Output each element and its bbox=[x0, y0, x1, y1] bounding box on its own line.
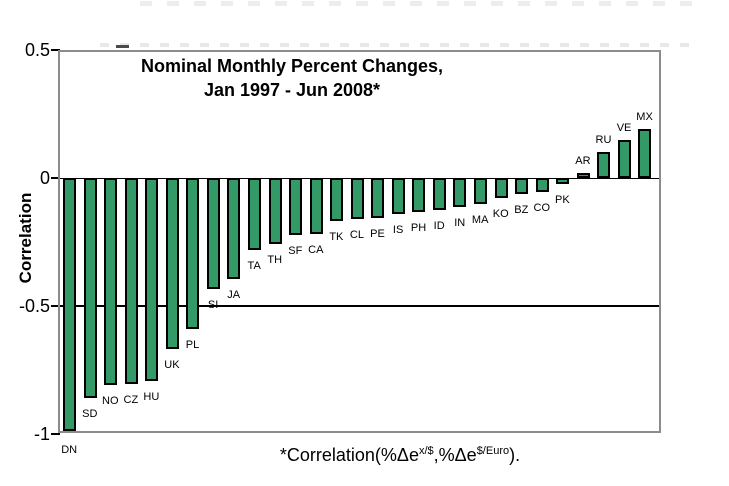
bar-label-PL: PL bbox=[185, 338, 200, 351]
footnote-superscript-1: x/$ bbox=[418, 445, 434, 457]
bar-SF bbox=[289, 178, 303, 236]
bar-label-DN: DN bbox=[61, 443, 78, 456]
cropped-text-artifact-band bbox=[100, 43, 700, 47]
bar-label-PK: PK bbox=[555, 194, 570, 207]
bar-CA bbox=[309, 178, 323, 235]
footnote-prefix: *Correlation(%Δe bbox=[279, 445, 419, 465]
bar-label-MA: MA bbox=[471, 213, 489, 226]
bar-TH bbox=[268, 178, 282, 245]
y-axis-title: Correlation bbox=[16, 192, 35, 284]
bar-RU bbox=[597, 152, 611, 178]
bar-HU bbox=[145, 178, 159, 382]
footnote-mid: ,%Δe bbox=[433, 445, 477, 465]
bar-label-IN: IN bbox=[454, 217, 466, 230]
y-tick-mark-0 bbox=[51, 177, 60, 179]
footnote-superscript-2: $/Euro bbox=[476, 445, 510, 457]
chart-title-line1: Nominal Monthly Percent Changes, bbox=[140, 56, 444, 76]
y-tick-label-0.5: 0.5 bbox=[24, 40, 50, 61]
bar-CL bbox=[350, 178, 364, 219]
bar-label-IS: IS bbox=[392, 223, 404, 236]
bar-label-SF: SF bbox=[288, 245, 303, 258]
y-tick-label--1: -1 bbox=[33, 423, 50, 444]
y-tick-label--0.5: -0.5 bbox=[18, 295, 50, 316]
bar-IN bbox=[453, 178, 467, 208]
bar-BZ bbox=[515, 178, 529, 194]
bar-label-UK: UK bbox=[164, 359, 180, 372]
bar-label-HU: HU bbox=[143, 391, 160, 404]
bar-DN bbox=[63, 178, 76, 431]
bar-UK bbox=[165, 178, 179, 350]
y-tick-mark-0.5 bbox=[51, 49, 60, 52]
bar-NO bbox=[104, 178, 118, 385]
bar-label-PE: PE bbox=[370, 227, 385, 240]
bar-TK bbox=[330, 178, 344, 222]
bar-ID bbox=[432, 178, 446, 210]
bar-label-PH: PH bbox=[410, 222, 427, 235]
bar-VE bbox=[617, 139, 631, 178]
cropped-text-artifact-top bbox=[140, 1, 700, 6]
bar-label-ID: ID bbox=[433, 219, 445, 232]
chart-title-line2: Jan 1997 - Jun 2008* bbox=[203, 80, 381, 100]
bar-label-CL: CL bbox=[349, 228, 364, 241]
y-tick-label-0: 0 bbox=[39, 168, 50, 188]
bar-label-CZ: CZ bbox=[123, 393, 139, 406]
y-tick-mark--1 bbox=[51, 432, 60, 435]
bar-CO bbox=[535, 178, 549, 193]
bar-PL bbox=[186, 178, 200, 329]
bar-PH bbox=[412, 178, 426, 213]
bar-MA bbox=[474, 178, 487, 204]
bar-label-CA: CA bbox=[308, 244, 324, 257]
cropped-text-artifact-dash bbox=[116, 45, 129, 48]
bar-TA bbox=[247, 178, 261, 250]
footnote-suffix: ). bbox=[509, 445, 521, 465]
bar-SD bbox=[83, 178, 97, 398]
bar-label-RU: RU bbox=[595, 134, 612, 147]
bar-label-MX: MX bbox=[636, 111, 653, 124]
bar-SI bbox=[206, 178, 220, 290]
bar-label-TA: TA bbox=[247, 259, 261, 272]
bar-KO bbox=[494, 178, 508, 198]
footnote: *Correlation(%Δex/$,%Δe$/Euro). bbox=[70, 444, 729, 466]
bar-label-TK: TK bbox=[329, 231, 344, 244]
bar-label-BZ: BZ bbox=[514, 203, 529, 216]
bar-label-SI: SI bbox=[207, 299, 219, 312]
bar-label-JA: JA bbox=[227, 288, 241, 301]
plot-area: Nominal Monthly Percent Changes, Jan 199… bbox=[58, 50, 661, 455]
bar-IS bbox=[391, 178, 405, 214]
bar-label-CO: CO bbox=[533, 202, 551, 215]
bar-label-TH: TH bbox=[267, 254, 283, 267]
bar-label-NO: NO bbox=[102, 394, 119, 407]
bar-label-VE: VE bbox=[616, 121, 632, 134]
bar-MX bbox=[638, 129, 652, 178]
y-tick-mark--0.5 bbox=[51, 304, 60, 307]
bar-AR bbox=[576, 172, 590, 178]
bar-PE bbox=[371, 178, 385, 218]
bar-label-SD: SD bbox=[82, 407, 98, 420]
bar-JA bbox=[227, 178, 241, 279]
bar-PK bbox=[556, 178, 570, 185]
gridline-at--0.5 bbox=[60, 304, 659, 307]
bar-CZ bbox=[124, 178, 138, 384]
bar-label-AR: AR bbox=[575, 154, 591, 167]
bar-label-KO: KO bbox=[492, 207, 509, 220]
chart-title: Nominal Monthly Percent Changes, Jan 199… bbox=[92, 54, 492, 102]
